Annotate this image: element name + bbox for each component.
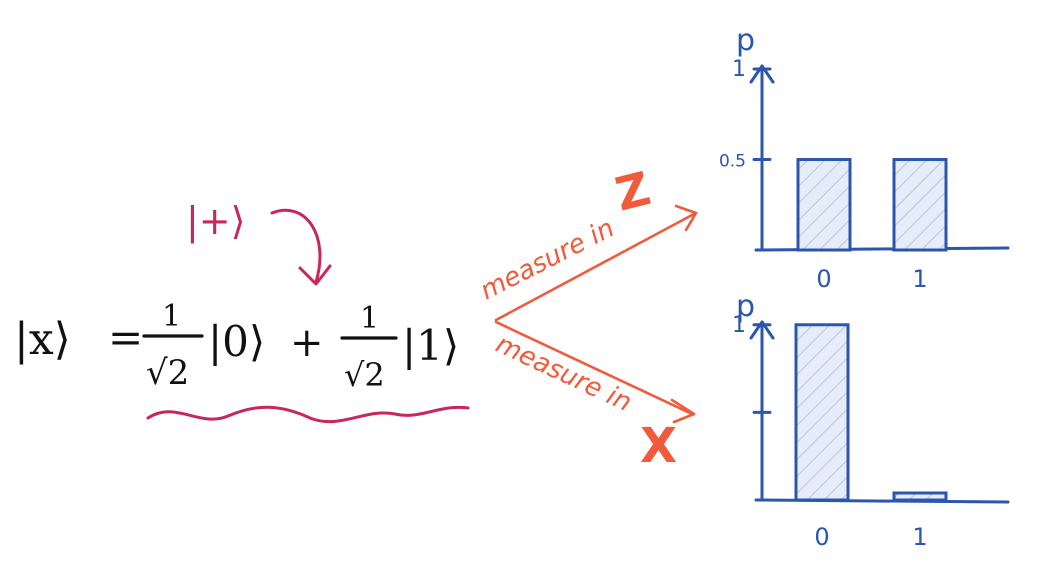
coef2-denominator: √2 [344,356,385,394]
chart-z-y-arrow [749,64,775,84]
coef2-numerator: 1 [360,301,379,336]
chart-z-category-label: 0 [816,265,831,293]
ket-x: |x⟩ [14,314,71,365]
branch-z-basis: Z [610,161,655,221]
state-equation: |x⟩ = 1 √2 |0⟩ + 1 √2 |1⟩ [14,299,459,394]
histogram-z: p 0 1 1 0.5 [719,23,1010,293]
chart-x-x-axis [754,498,1010,504]
curved-arrow-shaft [270,208,322,284]
ket-0: |0⟩ [208,317,265,366]
equals-sign: = [108,313,143,362]
chart-z-ylabel: p [736,23,755,58]
chart-z-category-label: 1 [912,265,927,293]
chart-z-y-tick-label: 0.5 [719,152,746,172]
wavy-underline [146,405,470,424]
chart-z-bar-1 [892,158,948,252]
branch-x-label: measure in [491,329,636,418]
branch-x-basis: X [640,418,677,474]
chart-x-category-label: 0 [814,523,829,551]
chart-z-y-tick-label: 1 [732,57,746,82]
chart-z-x-axis [754,246,1010,252]
branch-z-arrow-shaft [494,212,696,322]
branch-x-arrow-head [670,398,696,424]
ket-plus-label: |+⟩ [186,199,245,244]
chart-x-y-arrow [749,320,775,340]
coef1-numerator: 1 [162,299,181,334]
chart-x-y-tick-label: 1 [732,313,746,338]
plus-sign: + [290,320,324,366]
ket-plus-annotation: |+⟩ [186,199,332,286]
branch-z: measure in Z [476,161,698,322]
coef1-denominator: √2 [146,353,189,393]
curved-arrow-head [298,264,332,286]
branch-x-arrow-shaft [494,320,694,416]
ket-1: |1⟩ [402,321,459,370]
histogram-x: p 0 1 1 [732,289,1010,551]
branch-x: measure in X [491,320,696,474]
chart-z-bar-0 [796,158,852,252]
chart-x-bar-0 [794,323,850,502]
chart-x-bar-1 [892,491,948,502]
branch-z-arrow-head [674,204,698,232]
chart-x-ylabel: p [736,289,755,324]
chart-x-category-label: 1 [912,523,927,551]
